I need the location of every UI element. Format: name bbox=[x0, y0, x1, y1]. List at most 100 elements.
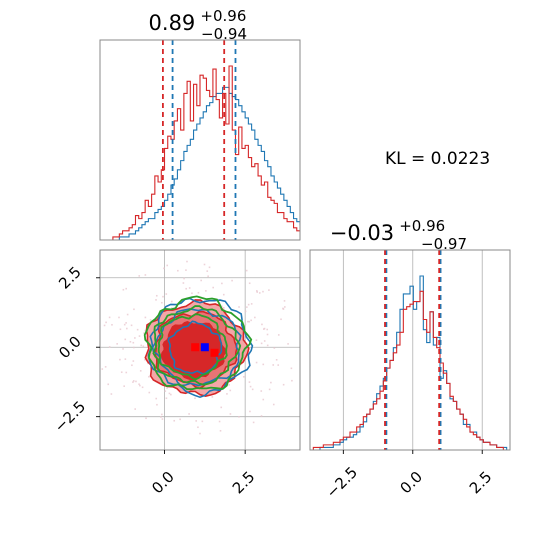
blue-histogram-step bbox=[100, 86, 300, 240]
sample-point bbox=[242, 376, 245, 378]
sample-point bbox=[141, 386, 144, 389]
panel-bottom-right-histogram: −2.5 0.0 2.5 −0.03 +0.96 −0.97 bbox=[309, 217, 511, 502]
sample-point bbox=[96, 329, 98, 331]
sample-point bbox=[170, 393, 172, 396]
sample-point bbox=[262, 328, 265, 330]
sample-point bbox=[277, 334, 280, 336]
sample-point bbox=[262, 290, 264, 293]
sample-point bbox=[161, 418, 164, 420]
sample-point bbox=[248, 320, 251, 323]
sample-point bbox=[226, 393, 228, 395]
bottom-right-plot-area bbox=[310, 250, 510, 450]
sample-point bbox=[249, 410, 251, 413]
sample-point bbox=[208, 266, 211, 269]
bottom-right-title-plus: +0.96 bbox=[399, 217, 445, 235]
sample-point bbox=[170, 300, 173, 303]
sample-point bbox=[266, 333, 269, 336]
sample-point bbox=[131, 364, 133, 367]
sample-point bbox=[173, 419, 176, 422]
sample-point bbox=[161, 301, 163, 304]
green-contour bbox=[157, 313, 228, 381]
sample-point bbox=[218, 420, 221, 423]
sample-point bbox=[104, 366, 107, 368]
sample-point bbox=[185, 287, 187, 290]
sample-point bbox=[133, 308, 135, 311]
red-marker bbox=[210, 348, 219, 357]
sample-point bbox=[119, 328, 122, 331]
sample-point bbox=[142, 345, 145, 348]
sample-point bbox=[101, 368, 104, 370]
sample-point bbox=[108, 316, 111, 319]
sample-point bbox=[273, 347, 276, 349]
sample-point bbox=[122, 348, 124, 350]
sample-point bbox=[205, 290, 207, 292]
sample-point bbox=[123, 323, 126, 326]
sample-point bbox=[252, 421, 255, 424]
panel-top-left-histogram: 0.89 +0.96 −0.94 bbox=[99, 6, 301, 241]
top-left-title: 0.89 +0.96 −0.94 bbox=[149, 6, 252, 43]
sample-point bbox=[287, 343, 289, 345]
x-tick-label: 0.0 bbox=[396, 468, 426, 498]
sample-point bbox=[188, 413, 190, 415]
sample-point bbox=[120, 371, 123, 374]
sample-point bbox=[134, 337, 136, 339]
sample-point bbox=[275, 359, 278, 361]
sample-point bbox=[197, 426, 199, 429]
sample-point bbox=[130, 324, 133, 327]
sample-point bbox=[262, 398, 265, 401]
sample-point bbox=[166, 264, 169, 267]
sample-point bbox=[123, 385, 125, 387]
sample-point bbox=[155, 397, 158, 400]
sample-point bbox=[251, 388, 254, 391]
sample-point bbox=[140, 344, 143, 347]
sample-point bbox=[260, 342, 263, 345]
sample-point bbox=[255, 339, 258, 341]
sample-point bbox=[268, 388, 271, 391]
sample-point bbox=[272, 364, 275, 366]
y-tick-label: 0.0 bbox=[55, 332, 85, 362]
sample-point bbox=[207, 275, 209, 278]
bottom-right-ticks: −2.5 0.0 2.5 bbox=[323, 450, 495, 502]
sample-point bbox=[212, 286, 214, 289]
sample-point bbox=[156, 403, 158, 406]
sample-point bbox=[272, 403, 275, 406]
sample-point bbox=[277, 364, 280, 366]
sample-point bbox=[164, 390, 167, 392]
sample-point bbox=[222, 307, 225, 309]
sample-point bbox=[179, 418, 181, 421]
sample-point bbox=[258, 292, 261, 294]
sample-point bbox=[228, 384, 230, 386]
sample-point bbox=[219, 429, 222, 432]
sample-point bbox=[250, 303, 253, 305]
bottom-left-axes-frame bbox=[99, 249, 301, 451]
x-tick-label: −2.5 bbox=[323, 463, 361, 501]
sample-point bbox=[138, 275, 141, 277]
sample-point bbox=[146, 362, 149, 365]
sample-point bbox=[165, 397, 168, 400]
top-left-title-plus: +0.96 bbox=[200, 7, 246, 25]
sample-point bbox=[221, 282, 223, 285]
sample-point bbox=[266, 344, 269, 347]
sample-point bbox=[248, 381, 251, 383]
sample-point bbox=[263, 340, 266, 342]
sample-point bbox=[124, 358, 127, 360]
sample-point bbox=[191, 292, 193, 295]
sample-point bbox=[139, 384, 141, 387]
sample-point bbox=[211, 396, 214, 398]
sample-point bbox=[126, 327, 128, 330]
sample-point bbox=[220, 406, 223, 409]
sample-point bbox=[118, 316, 120, 319]
sample-point bbox=[183, 277, 185, 280]
sample-point bbox=[165, 293, 168, 295]
sample-point bbox=[144, 329, 147, 332]
sample-point bbox=[132, 381, 134, 383]
sample-point bbox=[229, 413, 232, 415]
sample-point bbox=[250, 319, 252, 322]
sample-point bbox=[244, 310, 247, 313]
sample-point bbox=[129, 340, 132, 343]
sample-point bbox=[238, 416, 240, 418]
red-histogram-step bbox=[100, 65, 300, 240]
sample-point bbox=[132, 360, 135, 362]
sample-point bbox=[197, 291, 200, 294]
sample-point bbox=[135, 380, 137, 383]
